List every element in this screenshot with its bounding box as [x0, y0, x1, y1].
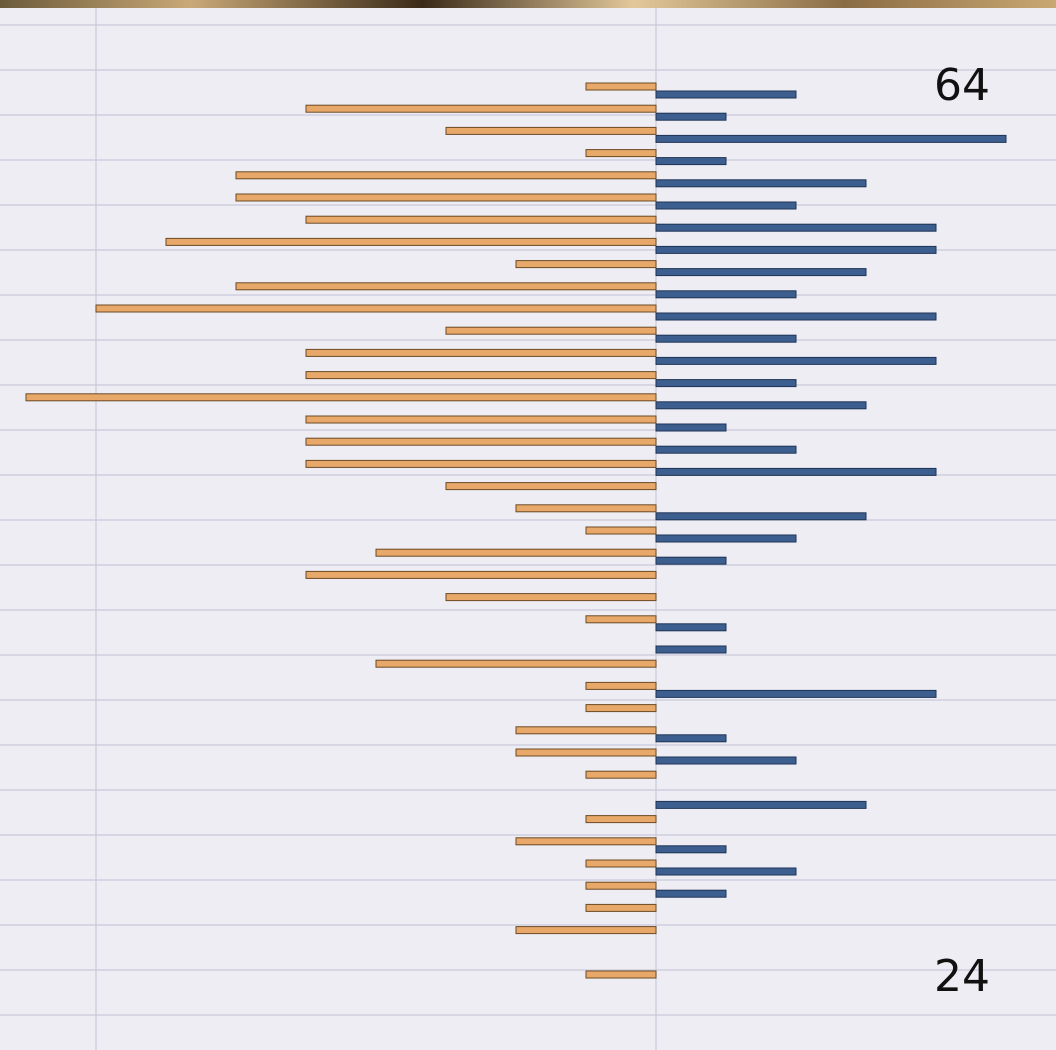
bar-right-10 — [656, 313, 936, 320]
bar-left-13 — [306, 372, 656, 379]
bar-right-20 — [656, 535, 796, 542]
bar-left-3 — [586, 150, 656, 157]
bar-left-11 — [446, 327, 656, 334]
bar-right-30 — [656, 757, 796, 764]
bar-right-16 — [656, 446, 796, 453]
bar-left-33 — [586, 816, 656, 823]
bar-left-12 — [306, 349, 656, 356]
bottom-count-label: 24 — [934, 955, 990, 999]
bar-right-35 — [656, 868, 796, 875]
bar-left-5 — [236, 194, 656, 201]
bar-left-1 — [306, 105, 656, 112]
bar-right-24 — [656, 624, 726, 631]
bar-left-38 — [516, 927, 656, 934]
bar-left-8 — [516, 261, 656, 268]
bar-right-36 — [656, 890, 726, 897]
bar-right-14 — [656, 402, 866, 409]
bar-left-18 — [446, 483, 656, 490]
bar-left-20 — [586, 527, 656, 534]
bar-left-28 — [586, 705, 656, 712]
bar-left-36 — [586, 882, 656, 889]
bar-left-4 — [236, 172, 656, 179]
bar-right-27 — [656, 690, 936, 697]
bar-left-9 — [236, 283, 656, 290]
bar-left-30 — [516, 749, 656, 756]
bar-left-6 — [306, 216, 656, 223]
bar-left-21 — [376, 549, 656, 556]
bar-right-17 — [656, 468, 936, 475]
bar-right-11 — [656, 335, 796, 342]
bar-left-2 — [446, 127, 656, 134]
bar-right-6 — [656, 224, 936, 231]
bar-right-9 — [656, 291, 796, 298]
bar-right-15 — [656, 424, 726, 431]
bar-left-23 — [446, 594, 656, 601]
bar-left-10 — [96, 305, 656, 312]
bar-left-26 — [376, 660, 656, 667]
top-count-label: 64 — [934, 64, 990, 108]
bar-right-21 — [656, 557, 726, 564]
bar-left-22 — [306, 571, 656, 578]
bar-left-7 — [166, 238, 656, 245]
bar-right-0 — [656, 91, 796, 98]
bar-right-8 — [656, 269, 866, 276]
bar-right-25 — [656, 646, 726, 653]
bar-left-15 — [306, 416, 656, 423]
bar-left-19 — [516, 505, 656, 512]
bar-left-37 — [586, 904, 656, 911]
bar-right-12 — [656, 357, 936, 364]
bar-left-31 — [586, 771, 656, 778]
bar-right-13 — [656, 380, 796, 387]
bar-right-4 — [656, 180, 866, 187]
bar-left-27 — [586, 682, 656, 689]
bar-right-7 — [656, 246, 936, 253]
bar-left-35 — [586, 860, 656, 867]
bar-left-24 — [586, 616, 656, 623]
bar-left-0 — [586, 83, 656, 90]
bar-right-2 — [656, 135, 1006, 142]
bar-right-29 — [656, 735, 726, 742]
bar-right-19 — [656, 513, 866, 520]
bar-left-16 — [306, 438, 656, 445]
bar-right-3 — [656, 158, 726, 165]
bar-left-40 — [586, 971, 656, 978]
bar-left-14 — [26, 394, 656, 401]
bar-left-34 — [516, 838, 656, 845]
bar-right-34 — [656, 846, 726, 853]
bar-right-32 — [656, 801, 866, 808]
bar-right-5 — [656, 202, 796, 209]
bar-right-1 — [656, 113, 726, 120]
bar-left-29 — [516, 727, 656, 734]
bar-left-17 — [306, 460, 656, 467]
